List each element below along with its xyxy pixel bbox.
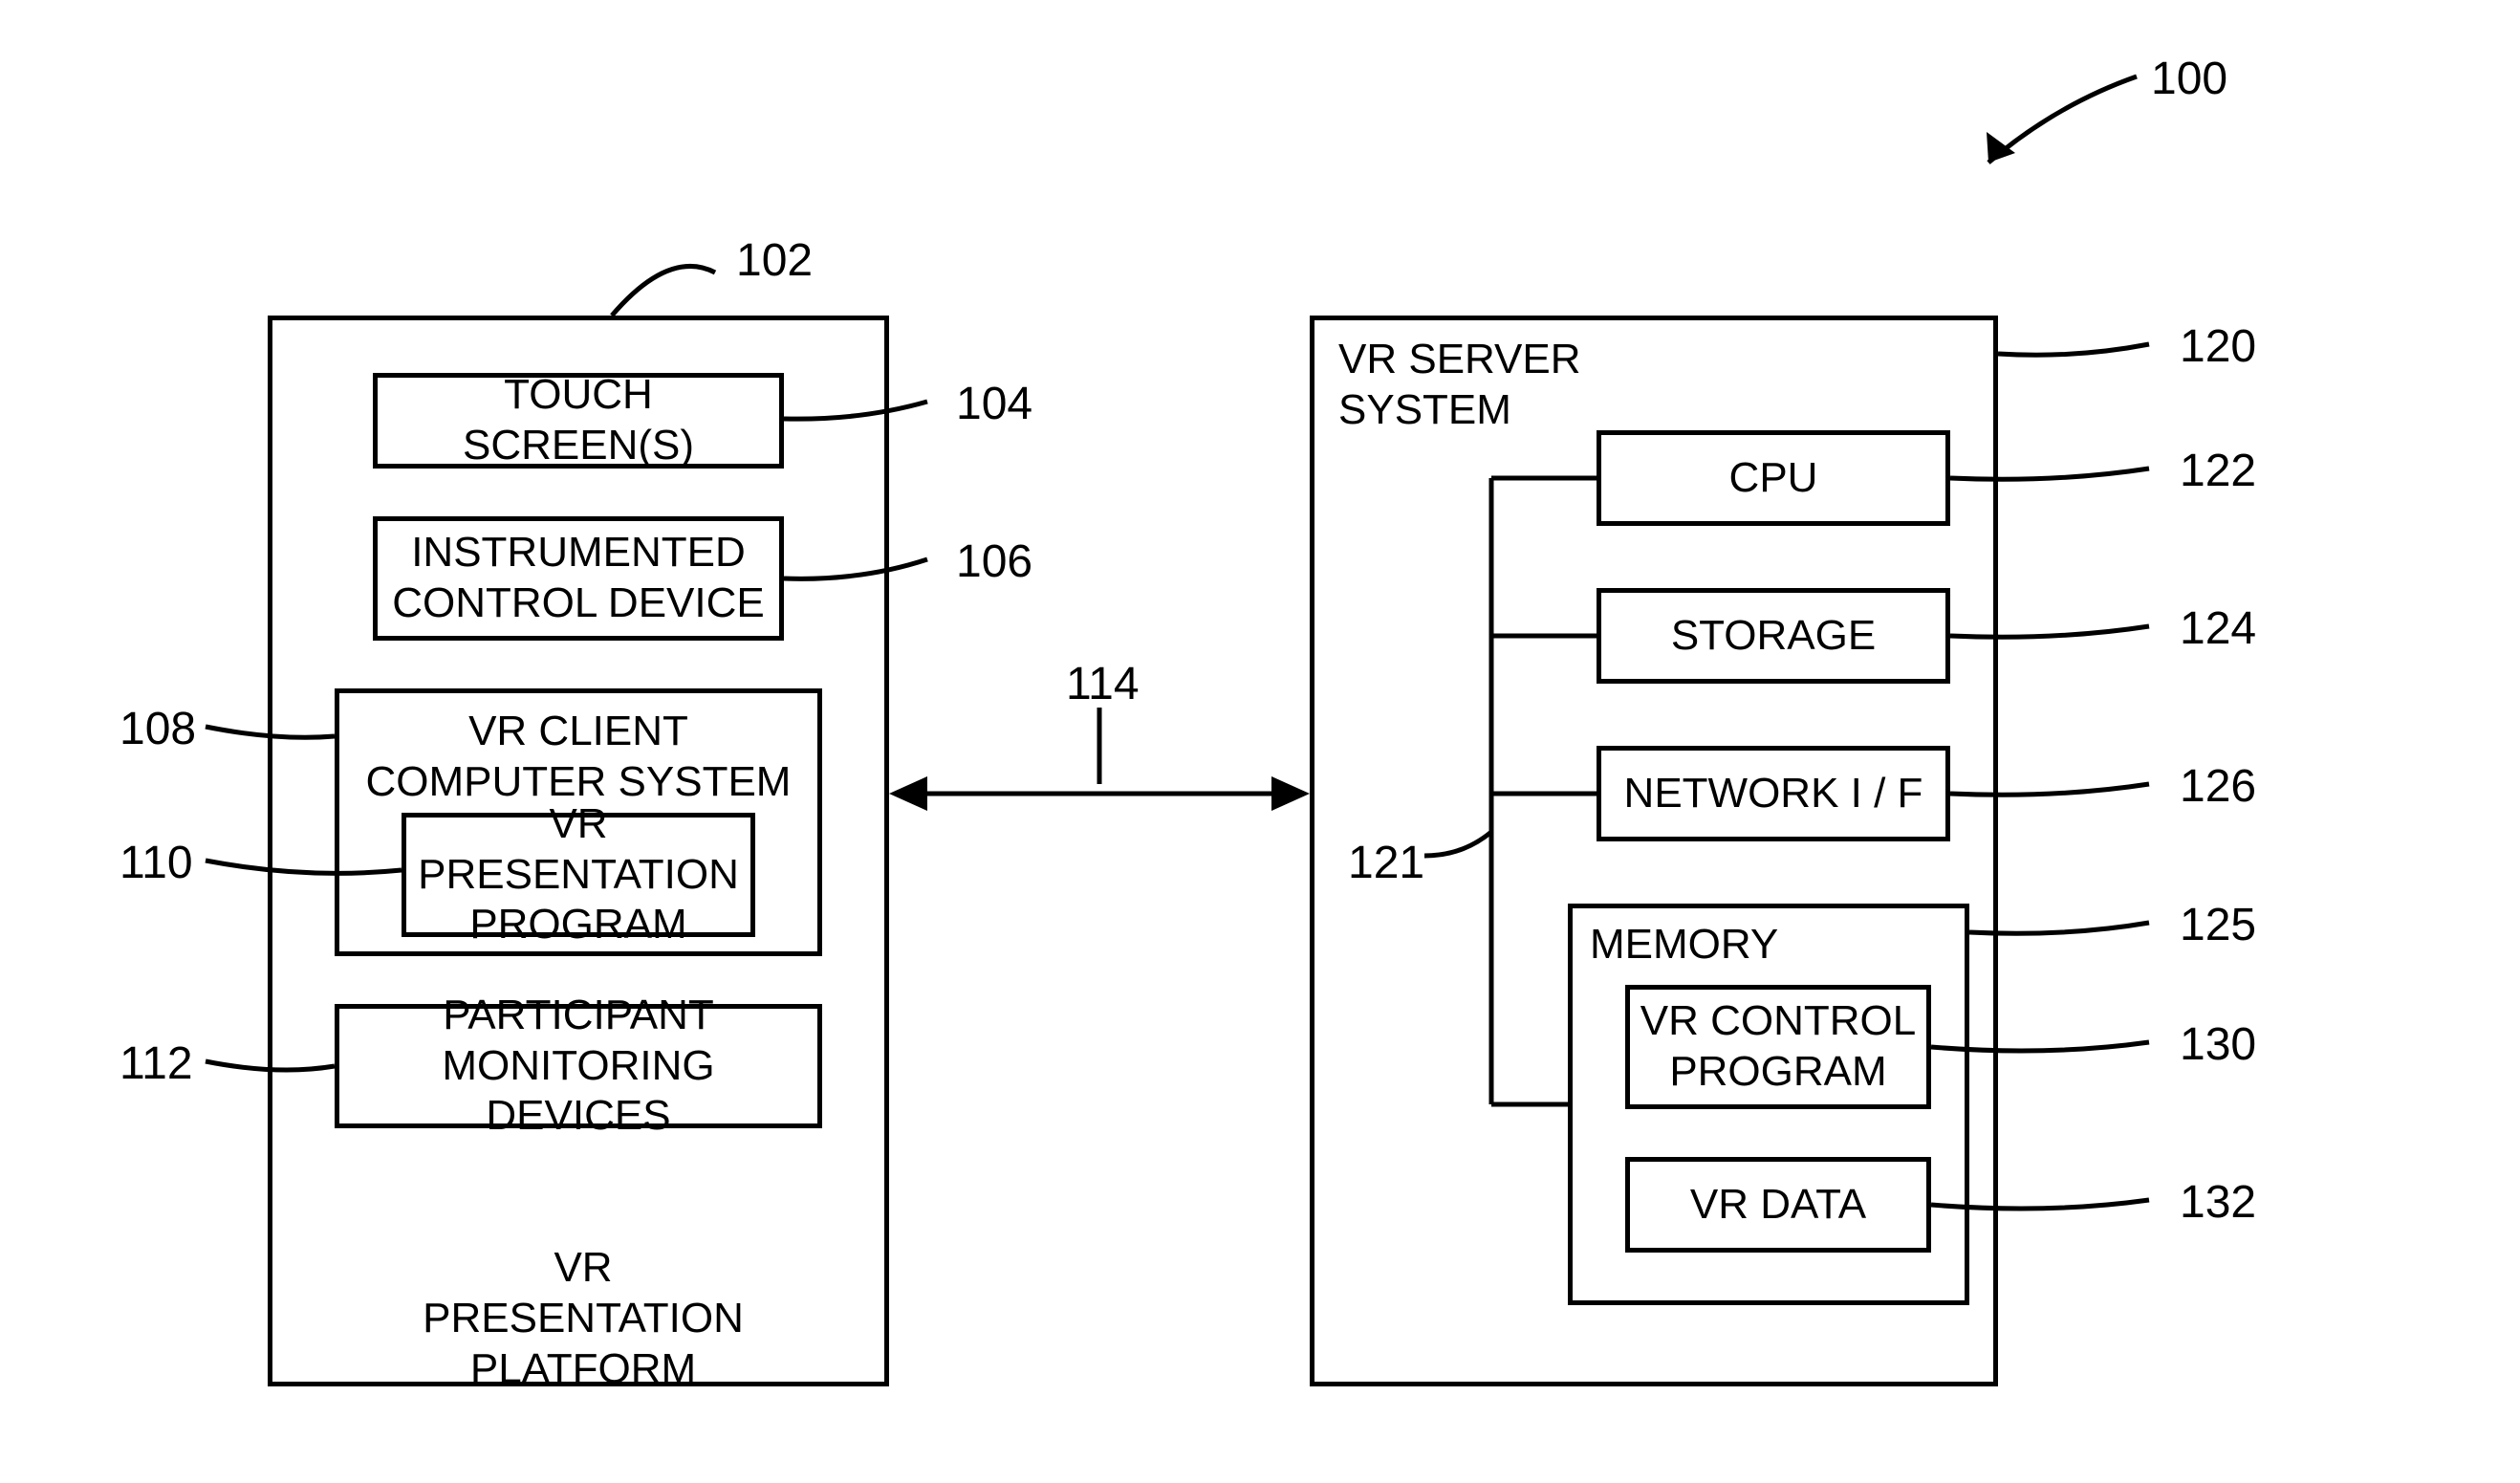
ref-112: 112	[119, 1037, 193, 1090]
vr-presentation-platform-title: VR PRESENTATIONPLATFORM	[411, 1243, 755, 1394]
vr-presentation-program-label: VR PRESENTATIONPROGRAM	[414, 799, 743, 950]
participant-monitoring-devices-label: PARTICIPANTMONITORING DEVICES	[347, 991, 810, 1142]
ref-102: 102	[736, 234, 813, 287]
ref-132: 132	[2180, 1176, 2256, 1229]
ref-110: 110	[119, 837, 193, 889]
vr-server-system-title: VR SERVERSYSTEM	[1338, 335, 1625, 436]
storage-label: STORAGE	[1671, 611, 1876, 662]
ref-121: 121	[1348, 837, 1424, 889]
ref-106: 106	[956, 535, 1032, 588]
network-if-label: NETWORK I / F	[1624, 769, 1923, 819]
vr-data-box: VR DATA	[1625, 1157, 1931, 1253]
memory-label: MEMORY	[1590, 920, 1778, 970]
vr-presentation-program-box: VR PRESENTATIONPROGRAM	[402, 813, 755, 937]
instrumented-control-device-box: INSTRUMENTEDCONTROL DEVICE	[373, 516, 784, 641]
ref-100: 100	[2151, 53, 2227, 105]
ref-108: 108	[119, 703, 196, 755]
participant-monitoring-devices-box: PARTICIPANTMONITORING DEVICES	[335, 1004, 822, 1128]
diagram-canvas: VR PRESENTATIONPLATFORM TOUCH SCREEN(S) …	[0, 0, 2520, 1483]
cpu-box: CPU	[1597, 430, 1950, 526]
network-if-box: NETWORK I / F	[1597, 746, 1950, 841]
touch-screens-label: TOUCH SCREEN(S)	[385, 370, 771, 471]
ref-122: 122	[2180, 445, 2256, 497]
cpu-label: CPU	[1729, 453, 1818, 504]
storage-box: STORAGE	[1597, 588, 1950, 684]
ref-130: 130	[2180, 1018, 2256, 1071]
ref-126: 126	[2180, 760, 2256, 813]
ref-114: 114	[1066, 658, 1140, 710]
instrumented-control-device-label: INSTRUMENTEDCONTROL DEVICE	[392, 528, 765, 629]
ref-124: 124	[2180, 602, 2256, 655]
ref-104: 104	[956, 378, 1032, 430]
touch-screens-box: TOUCH SCREEN(S)	[373, 373, 784, 469]
vr-control-program-label: VR CONTROLPROGRAM	[1640, 996, 1916, 1098]
vr-client-computer-system-label: VR CLIENTCOMPUTER SYSTEM	[366, 707, 792, 808]
ref-120: 120	[2180, 320, 2256, 373]
vr-control-program-box: VR CONTROLPROGRAM	[1625, 985, 1931, 1109]
vr-data-label: VR DATA	[1690, 1180, 1866, 1231]
ref-125: 125	[2180, 899, 2256, 951]
